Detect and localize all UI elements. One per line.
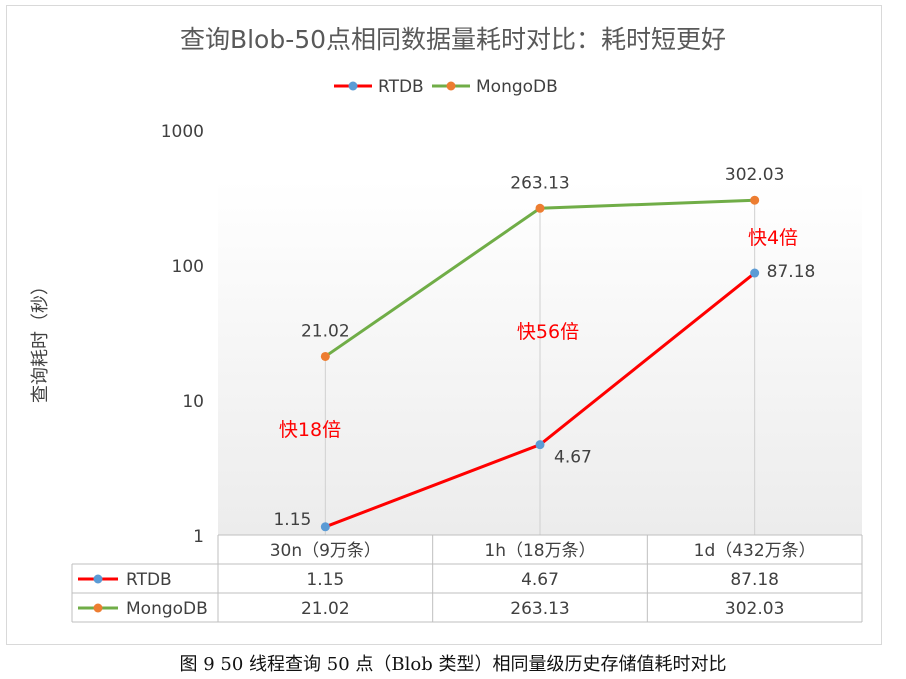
data-label-mongodb: 263.13 (510, 173, 569, 193)
y-tick-label: 1 (193, 527, 204, 547)
y-tick-label: 10 (182, 392, 204, 412)
speedup-annotation: 快4倍 (748, 227, 798, 249)
table-cell: 302.03 (725, 599, 784, 619)
x-category-label: 1d（432万条） (694, 541, 816, 561)
table-legend-marker (93, 603, 103, 613)
x-category-label: 30n（9万条） (270, 541, 381, 561)
data-point-rtdb (535, 440, 545, 450)
data-label-mongodb: 302.03 (725, 165, 784, 185)
table-cell: 87.18 (730, 570, 779, 590)
legend-marker-0 (348, 81, 358, 91)
y-tick-label: 100 (172, 257, 204, 277)
data-point-rtdb (750, 268, 760, 278)
table-series-name: RTDB (126, 570, 172, 590)
legend-label-1: MongoDB (476, 77, 558, 97)
table-series-name: MongoDB (126, 599, 208, 619)
chart-title: 查询Blob-50点相同数据量耗时对比：耗时短更好 (180, 25, 726, 54)
figure-caption: 图 9 50 线程查询 50 点（Blob 类型）相同量级历史存储值耗时对比 (179, 654, 727, 675)
speedup-annotation: 快18倍 (279, 419, 341, 441)
y-tick-label: 1000 (161, 122, 204, 142)
data-label-rtdb: 4.67 (554, 448, 592, 468)
data-label-mongodb: 21.02 (301, 321, 350, 341)
legend-label-0: RTDB (378, 77, 424, 97)
data-point-mongodb (750, 195, 760, 205)
data-label-rtdb: 1.15 (273, 510, 311, 530)
table-cell: 263.13 (510, 599, 569, 619)
table-cell: 21.02 (301, 599, 350, 619)
table-legend-marker (93, 574, 103, 584)
legend-marker-1 (446, 81, 456, 91)
data-label-rtdb: 87.18 (767, 262, 816, 282)
data-point-rtdb (320, 522, 330, 532)
x-category-label: 1h（18万条） (484, 541, 595, 561)
speedup-annotation: 快56倍 (517, 321, 579, 343)
table-cell: 1.15 (306, 570, 344, 590)
y-axis-label: 查询耗时（秒） (30, 277, 51, 403)
data-point-mongodb (320, 351, 330, 361)
line-chart: 查询Blob-50点相同数据量耗时对比：耗时短更好 RTDB MongoDB 查询耗时… (30, 25, 863, 623)
table-cell: 4.67 (521, 570, 559, 590)
data-point-mongodb (535, 203, 545, 213)
